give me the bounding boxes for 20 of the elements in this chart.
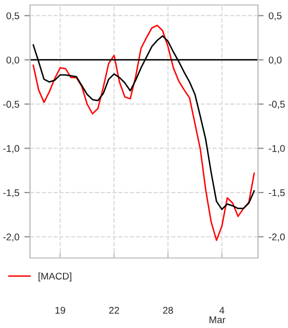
y2-tick-label: -2,0: [268, 234, 285, 242]
y2-tick-label: 0,0: [268, 56, 282, 65]
y-tick-label: 0,5: [6, 12, 20, 20]
legend-label: [MACD]: [38, 272, 72, 282]
y-tick-label: -1,5: [3, 189, 20, 198]
x-tick-label: 28: [163, 306, 173, 314]
y-tick-label: -1,0: [3, 145, 20, 154]
y-tick-label: 0,0: [6, 56, 20, 65]
x-tick-label: 22: [109, 306, 120, 314]
line-series: [32, 35, 255, 210]
y-tick-label: -2,0: [3, 234, 20, 242]
y2-tick-label: -1,0: [268, 145, 285, 154]
x-tick-label: 4: [219, 306, 224, 314]
y2-tick-label: 0,5: [268, 12, 282, 20]
x-tick-label: 19: [56, 306, 66, 314]
y2-tick-label: -0,5: [268, 100, 285, 109]
text: Mar: [210, 316, 226, 324]
y-tick-label: -0,5: [3, 100, 20, 109]
y2-tick-label: -1,5: [268, 189, 285, 198]
line-series: [32, 24, 255, 242]
